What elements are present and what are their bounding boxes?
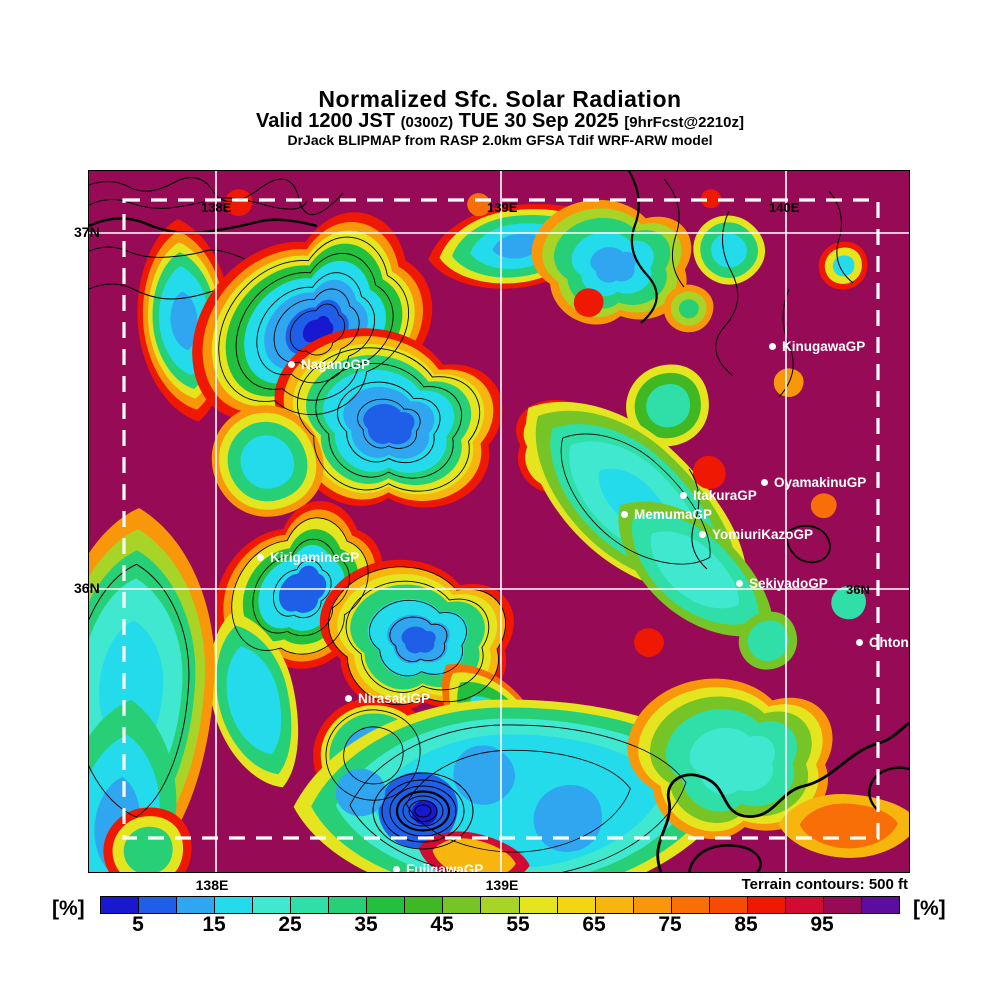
station-dot-icon: [621, 511, 628, 519]
colorbar-segment: [139, 897, 178, 913]
station-marker: OhtoneGP: [856, 634, 909, 652]
station-marker: ItakuraGP: [680, 487, 757, 505]
colorbar-tick-label: 65: [582, 913, 606, 936]
station-marker: NaganoGP: [288, 356, 370, 374]
colorbar-segment: [633, 897, 672, 913]
lon-label-139e-top: 139E: [487, 200, 518, 215]
lon-label-138e-top: 138E: [201, 200, 232, 215]
colorbar-segment: [253, 897, 292, 913]
station-dot-icon: [736, 580, 743, 588]
colorbar-tick-label: 75: [658, 913, 682, 936]
model-line: DrJack BLIPMAP from RASP 2.0km GFSA Tdif…: [287, 132, 713, 148]
station-dot-icon: [680, 492, 687, 500]
colorbar-segment: [215, 897, 254, 913]
station-dot-icon: [257, 554, 264, 562]
lon-label-139e-bottom: 139E: [485, 877, 519, 893]
colorbar-tick-label: 95: [810, 913, 834, 936]
station-label: OhtoneGP: [869, 635, 909, 651]
station-marker: FujigawaGP: [393, 861, 484, 873]
valid-date: TUE 30 Sep 2025: [458, 110, 619, 132]
colorbar-segment: [861, 897, 899, 913]
colorbar-segment: [101, 897, 140, 913]
valid-zulu: (0300Z): [400, 114, 454, 131]
colorbar-segment: [405, 897, 444, 913]
station-label: KinugawaGP: [782, 339, 866, 355]
valid-time-line: Valid 1200 JST (0300Z) TUE 30 Sep 2025 […: [0, 110, 1000, 133]
station-label: ItakuraGP: [693, 488, 757, 504]
page-title: Normalized Sfc. Solar Radiation: [318, 86, 682, 112]
colorbar-segment: [671, 897, 710, 913]
station-label: OyamakinuGP: [774, 475, 867, 491]
station-dot-icon: [393, 866, 400, 872]
station-dot-icon: [761, 479, 768, 487]
station-marker: SekiyadoGP: [736, 575, 828, 593]
colorbar-segment: [291, 897, 330, 913]
station-label: NaganoGP: [301, 357, 371, 373]
lon-label-138e-bottom: 138E: [195, 877, 229, 893]
colorbar-tick-label: 35: [354, 913, 378, 936]
station-label: YomiuriKazoGP: [712, 527, 814, 543]
colorbar-segment: [709, 897, 748, 913]
colorbar-segment: [823, 897, 862, 913]
terrain-contours: [89, 171, 909, 872]
colorbar-tick-labels: 5 15 25 35 45 55 65 75 85 95: [100, 913, 898, 941]
colorbar-segment: [177, 897, 216, 913]
station-label: KirigamineGP: [270, 550, 360, 566]
colorbar-tick-label: 85: [734, 913, 758, 936]
colorbar-tick-label: 5: [132, 913, 144, 936]
station-dot-icon: [345, 695, 352, 703]
lon-label-140e-top: 140E: [769, 200, 800, 215]
station-dot-icon: [699, 531, 706, 539]
station-marker: OyamakinuGP: [761, 474, 866, 492]
forecast-tag: [9hrFcst@2210z]: [624, 114, 744, 131]
radiation-field-canvas: [89, 171, 909, 872]
valid-prefix: Valid 1200 JST: [256, 110, 395, 132]
percent-unit-left: [%]: [52, 897, 85, 920]
colorbar-segment: [329, 897, 368, 913]
station-label: MemumaGP: [634, 507, 713, 523]
lat-label-36n-left: 36N: [74, 580, 100, 596]
station-dot-icon: [288, 361, 295, 369]
station-marker: NirasakiGP: [345, 690, 430, 708]
colorbar-segment: [747, 897, 786, 913]
colorbar-tick-label: 55: [506, 913, 530, 936]
station-marker: YomiuriKazoGP: [699, 526, 813, 544]
lat-label-36n-right: 36N: [846, 582, 870, 597]
colorbar-segment: [785, 897, 824, 913]
terrain-contours-note: Terrain contours: 500 ft: [741, 876, 908, 893]
colorbar-tick-label: 25: [278, 913, 302, 936]
colorbar: [100, 896, 900, 914]
colorbar-segment: [595, 897, 634, 913]
station-label: SekiyadoGP: [749, 576, 828, 592]
colorbar-segment: [481, 897, 520, 913]
colorbar-tick-label: 15: [202, 913, 226, 936]
colorbar-segment: [557, 897, 596, 913]
colorbar-segment: [519, 897, 558, 913]
radiation-map: 138E 139E 140E 36N NaganoGP KinugawaGP Oya…: [88, 170, 910, 873]
lat-label-37n-left: 37N: [74, 224, 100, 240]
colorbar-tick-label: 45: [430, 913, 454, 936]
colorbar-segment: [367, 897, 406, 913]
lat-lon-grid: [89, 171, 909, 872]
model-domain-boundary: [122, 198, 880, 840]
station-label: FujigawaGP: [406, 862, 484, 873]
station-dot-icon: [769, 343, 776, 351]
colorbar-segment: [443, 897, 482, 913]
station-marker: KinugawaGP: [769, 338, 865, 356]
percent-unit-right: [%]: [913, 897, 946, 920]
station-label: NirasakiGP: [358, 691, 431, 707]
station-marker: MemumaGP: [621, 506, 712, 524]
station-marker: KirigamineGP: [257, 549, 359, 567]
station-dot-icon: [856, 639, 863, 647]
